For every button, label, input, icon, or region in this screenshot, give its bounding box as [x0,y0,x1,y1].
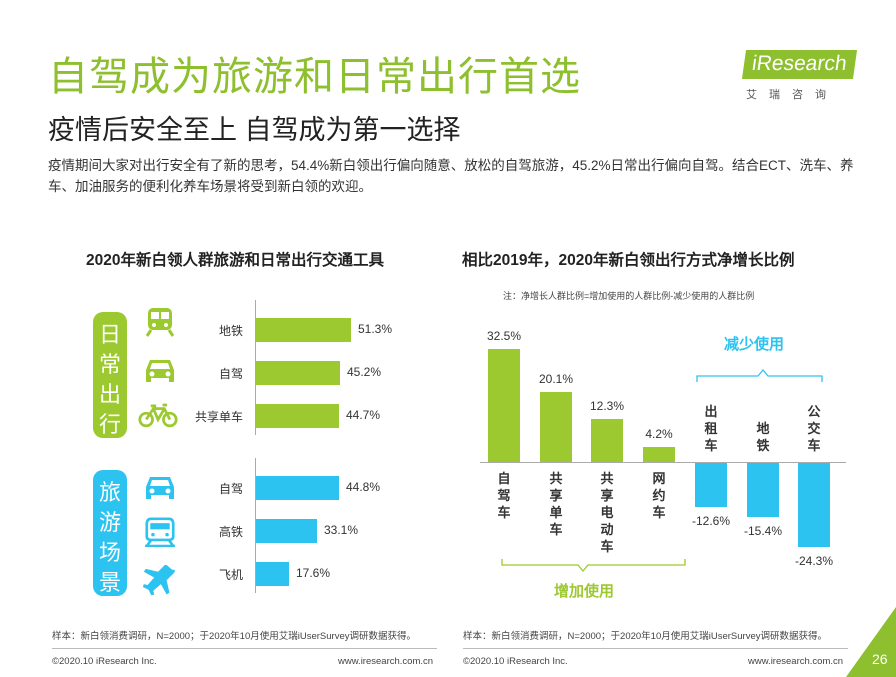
page-description: 疫情期间大家对出行安全有了新的思考，54.4%新白领出行偏向随意、放松的自驾旅游… [48,158,854,194]
group-label-char: 游 [98,510,121,535]
increase-label: 增加使用 [554,583,615,600]
increase-brace [501,559,686,573]
bar-value-label: 20.1% [538,372,574,386]
group-label-char: 常 [98,352,121,377]
subway-icon [145,308,175,337]
right-divider [463,648,848,649]
bar-category-label: 出租车 [704,404,718,453]
bar [643,447,675,462]
bar-value-label: 44.7% [346,408,381,422]
group-label-char: 景 [98,570,121,595]
decrease-brace [696,368,823,382]
left-copyright: ©2020.10 iResearch Inc. [52,656,157,667]
bar [256,562,289,586]
bar-value-label: 44.8% [346,480,381,494]
bar-category-label: 自驾 [218,367,243,381]
bar [256,404,339,428]
bar-value-label: 33.1% [324,523,359,537]
bar-category-label: 共享单车 [549,471,563,537]
group-label-char: 行 [98,412,121,437]
bar [488,349,520,462]
bar [798,463,830,547]
bar-value-label: 51.3% [358,322,393,336]
iresearch-logo: iResearch 艾瑞咨询 [740,46,860,106]
bar [695,463,727,507]
group-tourism: 旅游场景 [93,470,127,596]
bar-category-label: 地铁 [756,421,770,453]
bar [256,476,339,500]
bar-value-label: 4.2% [645,427,673,441]
bar-category-label: 自驾 [218,482,243,496]
group-label-char: 日 [98,322,121,347]
decrease-label: 减少使用 [724,336,785,353]
group-label-char: 出 [98,382,121,407]
bar [540,392,572,462]
bar [256,318,351,342]
bar [256,519,317,543]
left-url[interactable]: www.iresearch.com.cn [338,656,434,667]
bar-value-label: 32.5% [486,329,522,343]
bar-category-label: 共享电动车 [600,471,614,554]
bar-value-label: -15.4% [743,524,783,538]
page-number: 26 [872,651,888,667]
bicycle-icon [138,403,178,428]
bar-category-label: 地铁 [218,324,243,338]
bar-value-label: 17.6% [296,566,331,580]
group-braces [501,368,823,573]
train-icon [145,517,175,547]
right-chart-title: 相比2019年，2020年新白领出行方式净增长比例 [462,252,795,269]
car-icon [146,477,174,499]
right-source-note: 样本：新白领消费调研，N=2000；于2020年10月使用艾瑞iUserSurv… [463,631,827,642]
bar [747,463,779,517]
bar-category-label: 自驾车 [497,471,511,520]
left-divider [52,648,437,649]
bar-axis [255,458,256,593]
car-icon [146,360,174,382]
bar-category-label: 高铁 [218,525,243,539]
logo-tagline: 艾瑞咨询 [746,89,838,101]
right-copyright: ©2020.10 iResearch Inc. [463,656,568,667]
bar-category-label: 网约车 [652,471,666,520]
left-chart-title: 2020年新白领人群旅游和日常出行交通工具 [86,252,384,269]
bar-value-label: -24.3% [794,554,834,568]
bar-value-label: 45.2% [347,365,382,379]
group-daily-travel: 日常出行 [93,312,127,438]
bar-value-label: 12.3% [589,399,625,413]
page-subtitle: 疫情后安全至上 自驾成为第一选择 [48,115,461,145]
bar-category-label: 飞机 [218,568,243,582]
bar-axis [255,300,256,435]
page-title: 自驾成为旅游和日常出行首选 [48,55,581,99]
corner-badge [846,607,896,677]
zero-axis [480,462,846,463]
logo-name: iResearch [741,50,857,79]
left-source-note: 样本：新白领消费调研，N=2000；于2020年10月使用艾瑞iUserSurv… [52,631,416,642]
group-label-char: 场 [98,540,121,565]
bar-category-label: 共享单车 [194,410,243,424]
group-label-char: 旅 [98,480,121,505]
bar [256,361,340,385]
airplane-icon [142,565,175,595]
bar-value-label: -12.6% [691,514,731,528]
right-url[interactable]: www.iresearch.com.cn [748,656,844,667]
chart-note: 注：净增长人群比例=增加使用的人群比例-减少使用的人群比例 [503,291,755,301]
bar [591,419,623,462]
bar-category-label: 公交车 [807,404,821,453]
